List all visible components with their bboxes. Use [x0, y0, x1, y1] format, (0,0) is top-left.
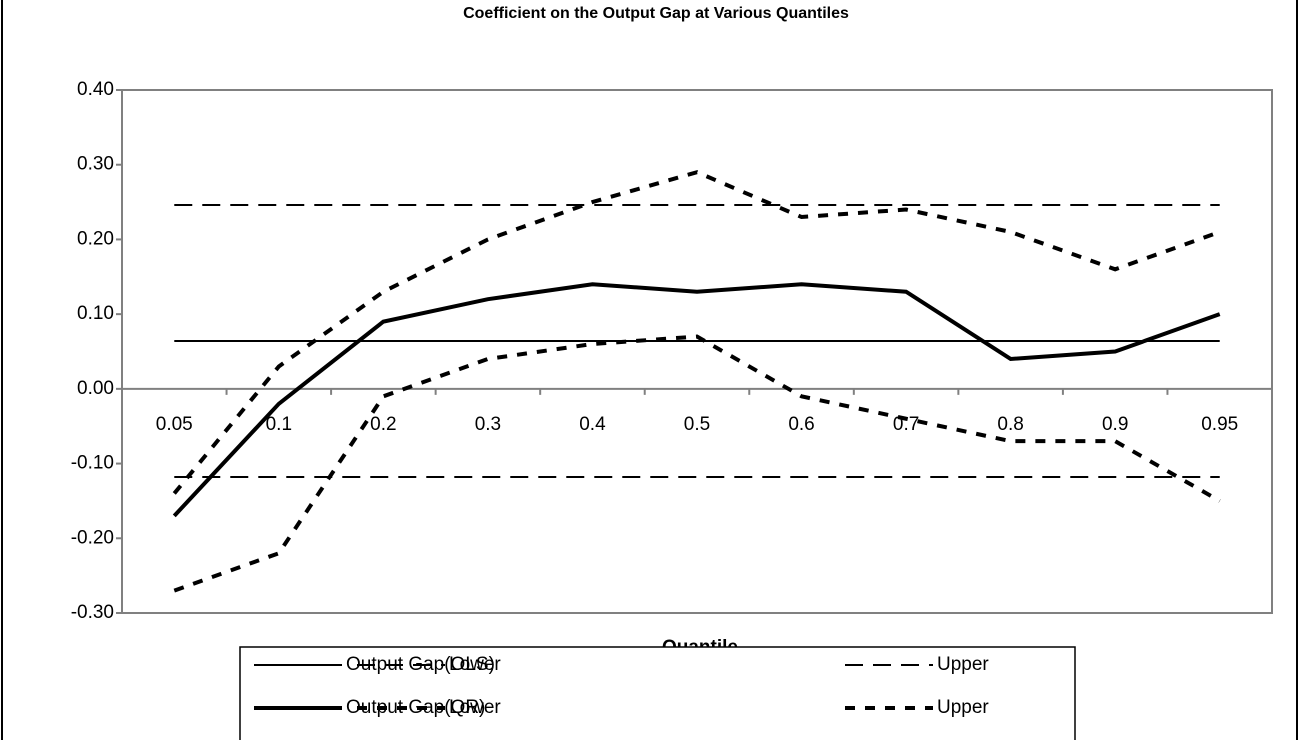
x-tick-label: 0.95 — [1201, 414, 1238, 435]
x-tick-label: 0.5 — [684, 414, 710, 435]
x-tick-label: 0.8 — [997, 414, 1023, 435]
legend-label: Upper — [937, 697, 989, 718]
legend-label: Output Gap(QR) — [346, 697, 485, 718]
y-tick-label: -0.30 — [71, 602, 114, 623]
x-tick-label: 0.3 — [475, 414, 501, 435]
x-tick-label: 0.9 — [1102, 414, 1128, 435]
x-tick-label: 0.2 — [370, 414, 396, 435]
x-tick-label: 0.1 — [266, 414, 292, 435]
y-tick-label: -0.20 — [71, 527, 114, 548]
y-tick-label: 0.10 — [77, 303, 114, 324]
y-tick-label: 0.00 — [77, 378, 114, 399]
plot-area — [121, 89, 1273, 614]
x-tick-label: 0.6 — [788, 414, 814, 435]
legend — [239, 646, 1076, 740]
y-tick-label: 0.30 — [77, 154, 114, 175]
legend-label: Lower — [449, 697, 501, 718]
series-line — [172, 170, 1221, 495]
x-tick-label: 0.4 — [579, 414, 606, 435]
x-tick-label: 0.05 — [156, 414, 193, 435]
series-line — [173, 334, 1221, 593]
y-tick-label: -0.10 — [71, 453, 114, 474]
legend-label: Lower — [449, 654, 501, 675]
legend-label: Upper — [937, 654, 989, 675]
series-line — [172, 282, 1221, 518]
y-tick-label: 0.20 — [77, 228, 114, 249]
y-tick-label: 0.40 — [77, 79, 114, 100]
chart-title: Coefficient on the Output Gap at Various… — [463, 5, 849, 22]
